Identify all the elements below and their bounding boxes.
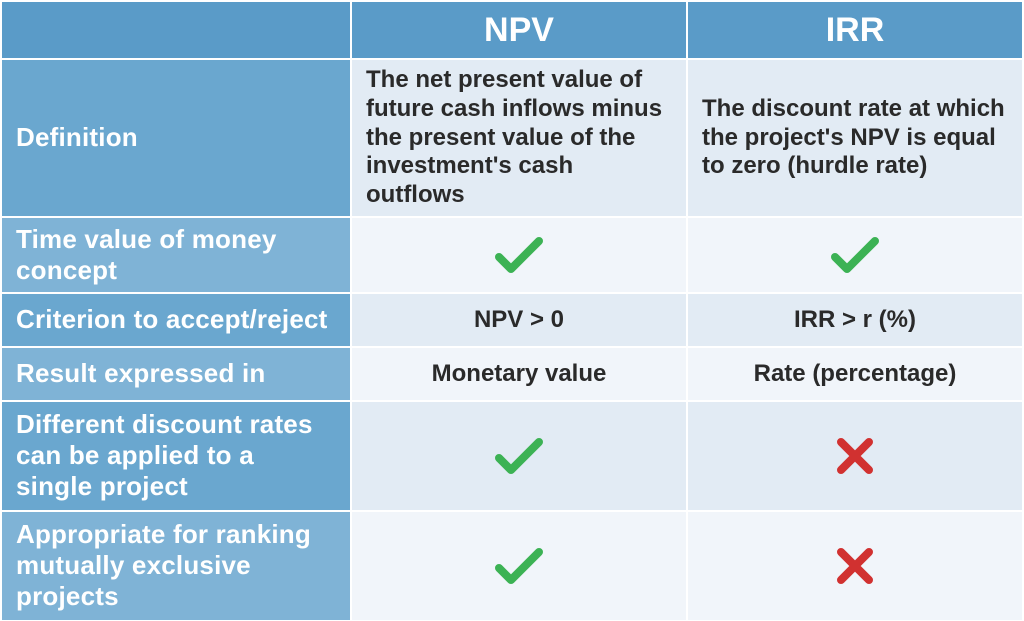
- table-row: Time value of money concept: [1, 217, 1023, 293]
- row-label: Result expressed in: [1, 347, 351, 401]
- irr-cell: [687, 401, 1023, 511]
- table-row: Different discount rates can be applied …: [1, 401, 1023, 511]
- irr-cell: [687, 511, 1023, 621]
- table-row: Criterion to accept/rejectNPV > 0IRR > r…: [1, 293, 1023, 347]
- table-row: Appropriate for ranking mutually exclusi…: [1, 511, 1023, 621]
- npv-cell: NPV > 0: [351, 293, 687, 347]
- header-empty: [1, 1, 351, 59]
- header-irr: IRR: [687, 1, 1023, 59]
- table-row: DefinitionThe net present value of futur…: [1, 59, 1023, 217]
- npv-cell: [351, 401, 687, 511]
- row-label: Criterion to accept/reject: [1, 293, 351, 347]
- npv-cell: [351, 217, 687, 293]
- row-label: Appropriate for ranking mutually exclusi…: [1, 511, 351, 621]
- row-label: Time value of money concept: [1, 217, 351, 293]
- npv-cell: Monetary value: [351, 347, 687, 401]
- irr-cell: IRR > r (%): [687, 293, 1023, 347]
- header-npv: NPV: [351, 1, 687, 59]
- npv-cell: The net present value of future cash inf…: [351, 59, 687, 217]
- check-icon: [366, 518, 672, 614]
- irr-cell: [687, 217, 1023, 293]
- row-label: Different discount rates can be applied …: [1, 401, 351, 511]
- check-icon: [366, 224, 672, 286]
- row-label: Definition: [1, 59, 351, 217]
- cross-icon: [702, 408, 1008, 504]
- irr-cell: The discount rate at which the project's…: [687, 59, 1023, 217]
- comparison-table: NPV IRR DefinitionThe net present value …: [0, 0, 1024, 556]
- check-icon: [366, 408, 672, 504]
- npv-cell: [351, 511, 687, 621]
- table-row: Result expressed inMonetary valueRate (p…: [1, 347, 1023, 401]
- check-icon: [702, 224, 1008, 286]
- table-header-row: NPV IRR: [1, 1, 1023, 59]
- cross-icon: [702, 518, 1008, 614]
- irr-cell: Rate (percentage): [687, 347, 1023, 401]
